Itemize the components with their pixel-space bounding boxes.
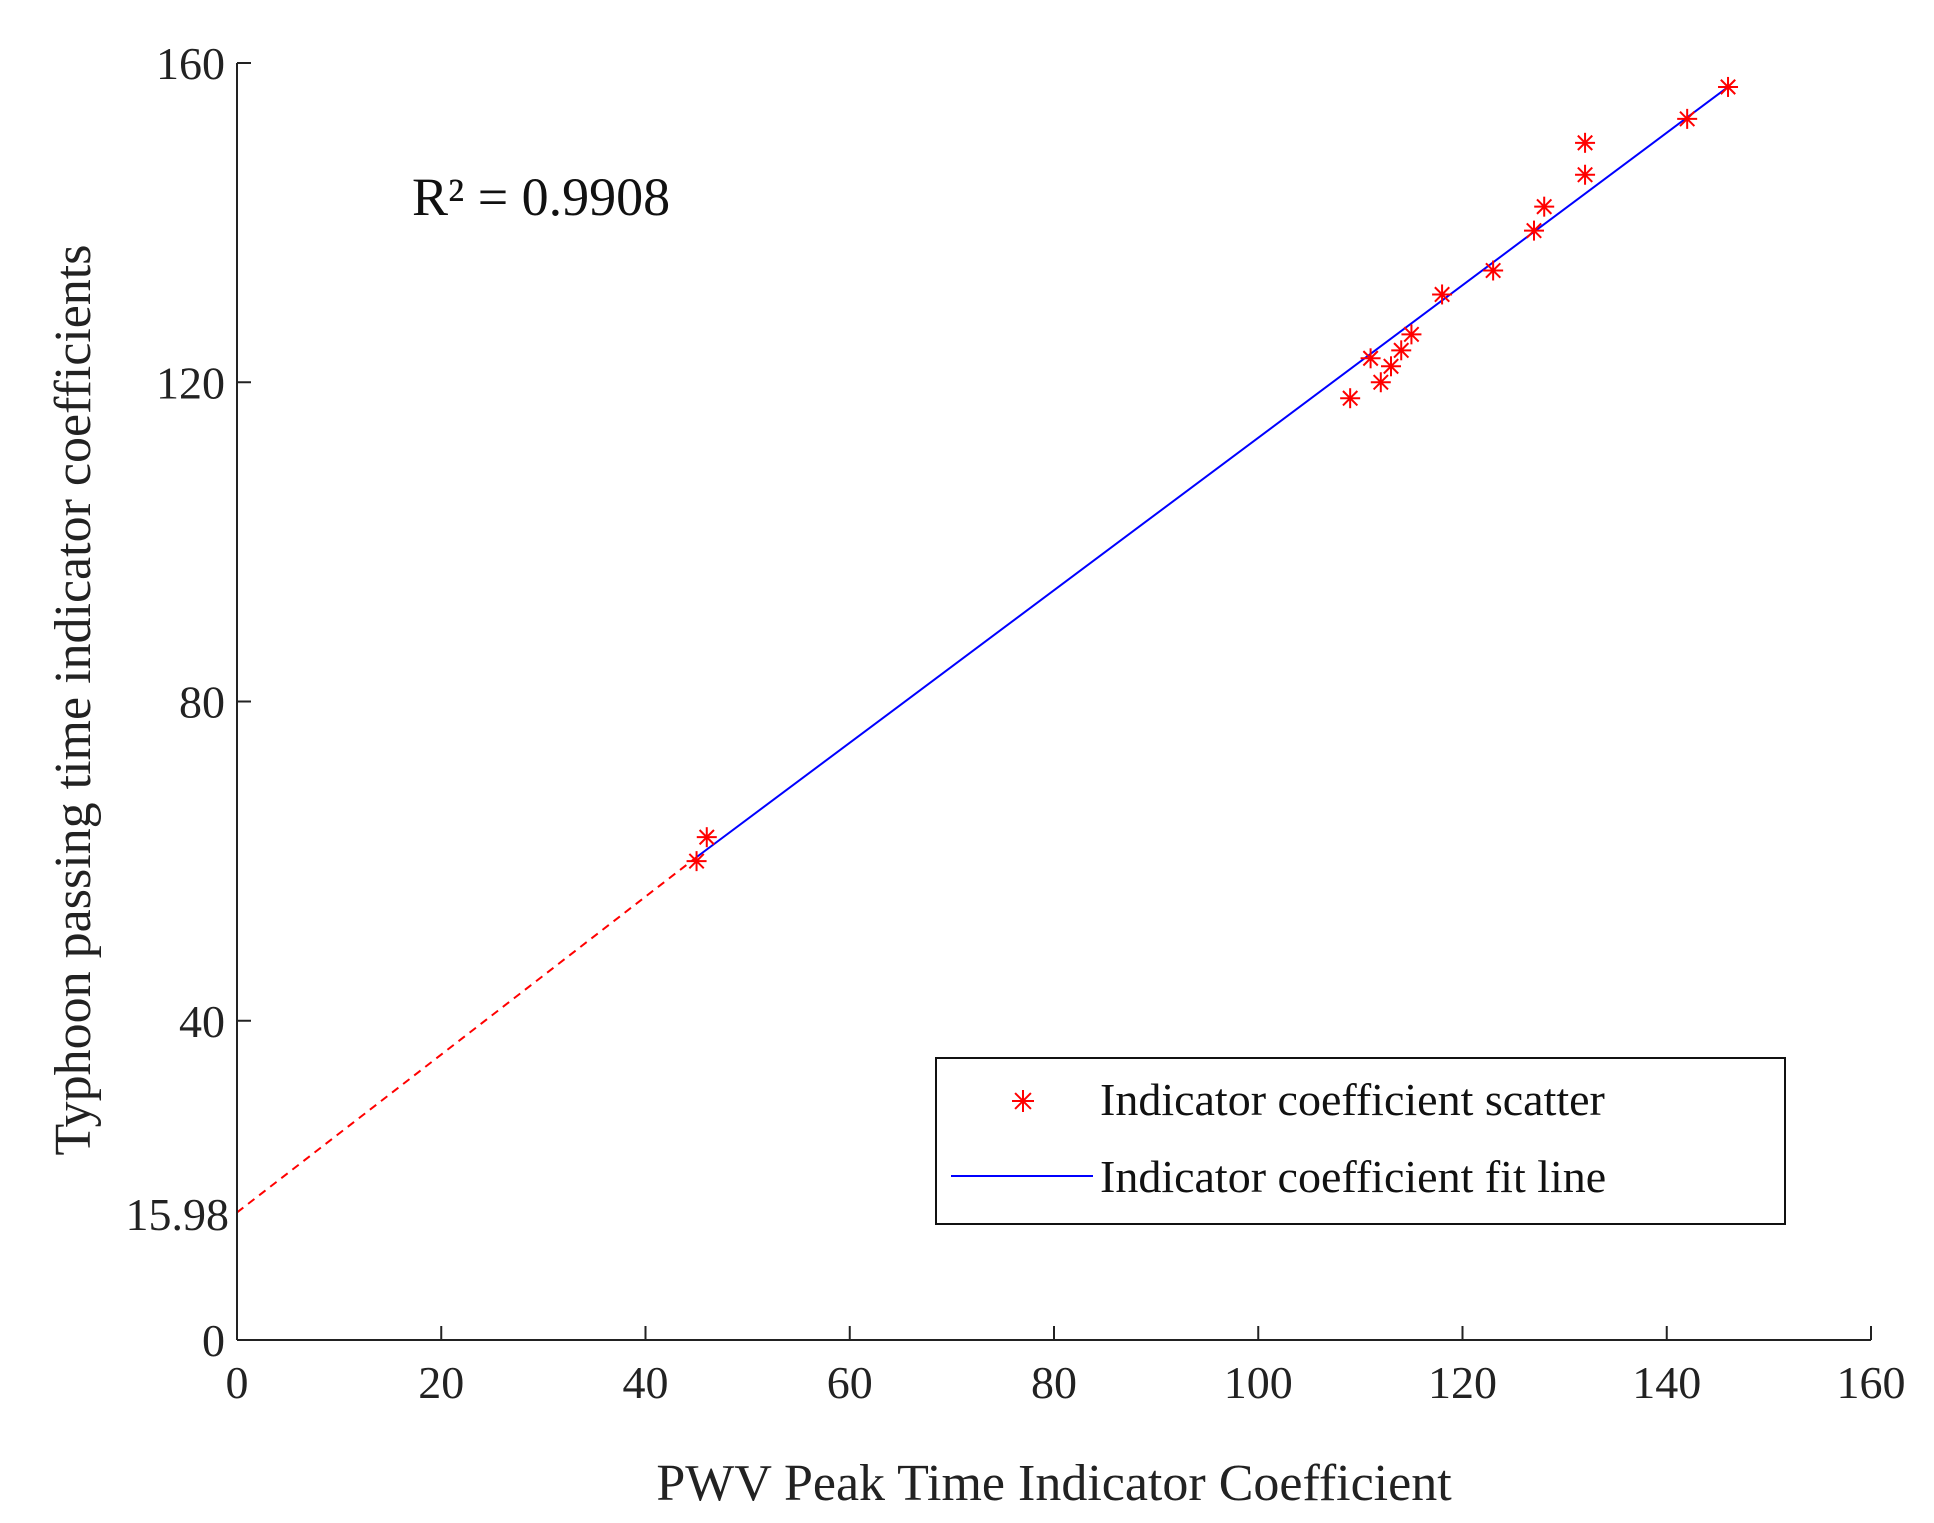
- scatter-point: [1381, 356, 1402, 377]
- series-lines: [236, 86, 1729, 1214]
- y-tick-label-extra: 15.98: [126, 1189, 230, 1240]
- x-tick-label: 160: [1837, 1357, 1906, 1408]
- scatter-point: [1575, 164, 1596, 185]
- y-tick-label: 40: [179, 996, 225, 1047]
- scatter-point: [696, 827, 717, 848]
- x-tick-label: 120: [1428, 1357, 1497, 1408]
- scatter-point: [1523, 220, 1544, 241]
- legend-box: [935, 1057, 1786, 1225]
- legend-scatter-marker: [1012, 1090, 1034, 1112]
- y-tick-label: 120: [156, 357, 225, 408]
- scatter-point: [1360, 348, 1381, 369]
- scatter-point: [1401, 324, 1422, 345]
- scatter-points: [686, 76, 1739, 872]
- scatter-point: [1718, 76, 1739, 97]
- scatter-point: [1432, 284, 1453, 305]
- scatter-point: [1677, 108, 1698, 129]
- scatter-point: [1340, 388, 1361, 409]
- x-tick-label: 80: [1031, 1357, 1077, 1408]
- extrapolation-dashed-line: [236, 856, 698, 1214]
- legend-marker-asterisk: [1012, 1090, 1034, 1112]
- scatter-point: [1370, 372, 1391, 393]
- fit-line: [695, 86, 1729, 858]
- x-tick-label: 20: [418, 1357, 464, 1408]
- x-ticks: 0 20 40 60 80 100 120 140 160: [226, 1326, 1906, 1408]
- y-tick-label: 80: [179, 677, 225, 728]
- scatter-point: [1534, 196, 1555, 217]
- y-ticks: 0 40 80 120 160: [156, 38, 251, 1366]
- scatter-point: [686, 851, 707, 872]
- scatter-point: [1575, 132, 1596, 153]
- r-squared-annotation: R² = 0.9908: [412, 167, 670, 227]
- y-axis-label: Typhoon passing time indicator coefficie…: [45, 245, 102, 1156]
- x-axis-label: PWV Peak Time Indicator Coefficient: [656, 1455, 1452, 1512]
- legend-scatter-label: Indicator coefficient scatter: [1100, 1074, 1605, 1125]
- y-tick-label: 160: [156, 38, 225, 89]
- x-tick-label: 40: [623, 1357, 669, 1408]
- scatter-point: [1391, 340, 1412, 361]
- x-tick-label: 140: [1632, 1357, 1701, 1408]
- y-tick-label: 0: [202, 1315, 225, 1366]
- x-tick-label: 100: [1224, 1357, 1293, 1408]
- x-tick-label: 60: [827, 1357, 873, 1408]
- x-tick-label: 0: [226, 1357, 249, 1408]
- scatter-point: [1483, 260, 1504, 281]
- legend-fit-line-label: Indicator coefficient fit line: [1100, 1151, 1606, 1202]
- legend: Indicator coefficient scatter Indicator …: [935, 1057, 1786, 1225]
